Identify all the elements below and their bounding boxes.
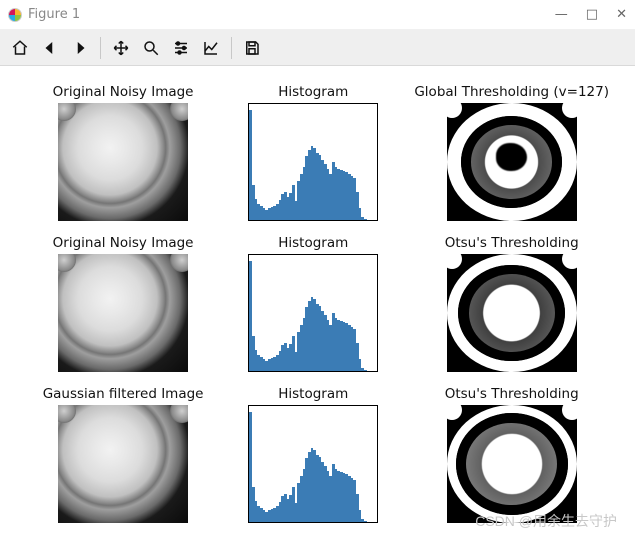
subplot-cell: Gaussian filtered Image <box>34 386 212 531</box>
threshold-image <box>447 103 577 221</box>
histogram-panel <box>248 254 378 372</box>
subplot-title: Histogram <box>278 386 348 403</box>
app-icon <box>8 8 22 22</box>
configure-icon[interactable] <box>167 34 195 62</box>
minimize-button[interactable]: — <box>555 7 568 22</box>
grayscale-image <box>58 254 188 372</box>
subplot-title: Gaussian filtered Image <box>43 386 204 403</box>
subplot-cell: Original Noisy Image <box>34 84 212 229</box>
subplot-title: Original Noisy Image <box>53 235 194 252</box>
subplot-title: Histogram <box>278 84 348 101</box>
subplot-title: Histogram <box>278 235 348 252</box>
home-icon[interactable] <box>6 34 34 62</box>
maximize-button[interactable]: □ <box>586 7 598 22</box>
subplot-title: Global Thresholding (v=127) <box>414 84 609 101</box>
subplot-cell: Otsu's Thresholding <box>414 235 609 380</box>
pan-icon[interactable] <box>107 34 135 62</box>
subplot-title: Otsu's Thresholding <box>445 386 579 403</box>
subplot-cell: Histogram <box>224 386 402 531</box>
window-titlebar: Figure 1 — □ ✕ <box>0 0 635 30</box>
save-icon[interactable] <box>238 34 266 62</box>
zoom-icon[interactable] <box>137 34 165 62</box>
subplot-title: Otsu's Thresholding <box>445 235 579 252</box>
subplot-title: Original Noisy Image <box>53 84 194 101</box>
histogram-panel <box>248 405 378 523</box>
threshold-image <box>447 405 577 523</box>
grayscale-image <box>58 103 188 221</box>
threshold-image <box>447 254 577 372</box>
matplotlib-toolbar <box>0 30 635 66</box>
histogram-panel <box>248 103 378 221</box>
subplot-cell: Histogram <box>224 235 402 380</box>
subplot-cell: Global Thresholding (v=127) <box>414 84 609 229</box>
subplot-cell: Histogram <box>224 84 402 229</box>
figure-canvas: Original Noisy Image Histogram Global Thre… <box>0 66 635 541</box>
axes-icon[interactable] <box>197 34 225 62</box>
window-title: Figure 1 <box>28 7 80 22</box>
subplot-cell: Otsu's Thresholding <box>414 386 609 531</box>
forward-icon[interactable] <box>66 34 94 62</box>
grayscale-image <box>58 405 188 523</box>
close-button[interactable]: ✕ <box>616 7 627 22</box>
subplot-cell: Original Noisy Image <box>34 235 212 380</box>
back-icon[interactable] <box>36 34 64 62</box>
